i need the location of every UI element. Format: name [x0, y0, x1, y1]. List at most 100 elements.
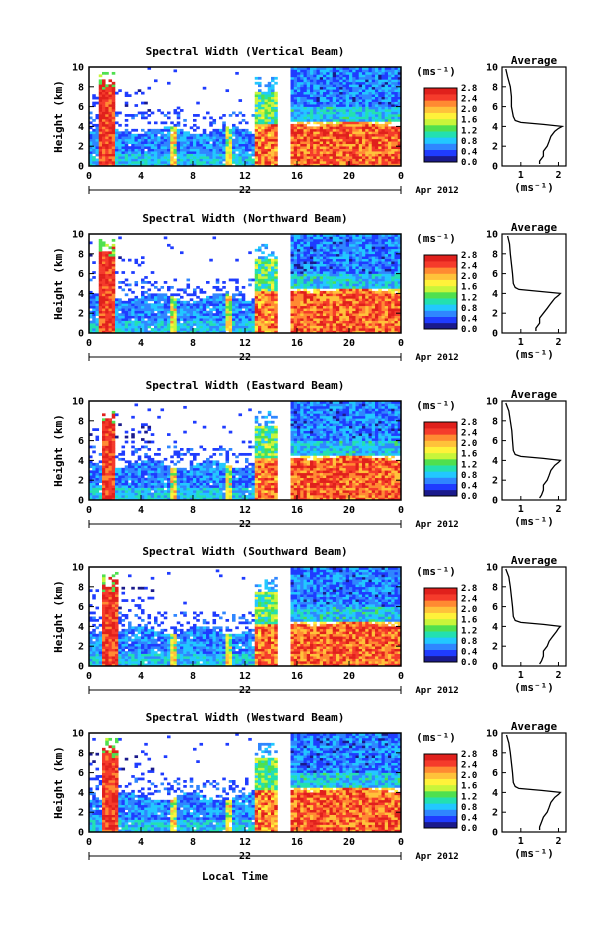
heatmap-cell [271, 106, 275, 110]
heatmap-cell [358, 303, 363, 307]
heatmap-cell [326, 91, 330, 95]
heatmap-cell [219, 328, 223, 331]
heatmap-cell [209, 131, 213, 135]
heatmap-cell [332, 143, 337, 147]
heatmap-cell [258, 293, 262, 297]
heatmap-cell [115, 114, 119, 117]
heatmap-cell [365, 251, 369, 255]
heatmap-cell [313, 86, 317, 90]
heatmap-cell [345, 104, 350, 107]
heatmap-cell [342, 288, 347, 292]
heatmap-cell [381, 118, 386, 122]
heatmap-cell [329, 116, 334, 120]
heatmap-cell [258, 263, 262, 267]
heatmap-cell [290, 268, 295, 272]
heatmap-cell [293, 111, 298, 115]
heatmap-cell [381, 96, 386, 100]
heatmap-cell [95, 151, 100, 154]
heatmap-cell [121, 325, 126, 329]
heatmap-cell [349, 118, 353, 122]
heatmap-cell [319, 74, 324, 78]
heatmap-cell [241, 118, 246, 122]
heatmap-cell [267, 141, 272, 145]
heatmap-cell [264, 288, 269, 292]
heatmap-cell [368, 293, 373, 297]
heatmap-cell [378, 328, 382, 331]
heatmap-cell [310, 89, 314, 93]
heatmap-cell [345, 146, 350, 149]
heatmap-cell [329, 308, 334, 312]
heatmap-cell [384, 99, 389, 102]
heatmap-cell [251, 325, 256, 329]
heatmap-cell [202, 298, 207, 302]
heatmap-cell [375, 121, 379, 125]
heatmap-cell [150, 323, 155, 326]
heatmap-cell [303, 84, 308, 88]
heatmap-cell [319, 241, 324, 245]
heatmap-cell [144, 305, 148, 309]
heatmap-cell [345, 74, 350, 78]
heatmap-cell [183, 303, 187, 307]
heatmap-cell [381, 111, 386, 115]
heatmap-cell [352, 84, 356, 88]
heatmap-cell [384, 76, 389, 80]
heatmap-cell [105, 330, 109, 334]
heatmap-cell [209, 320, 213, 324]
heatmap-cell [115, 328, 119, 331]
heatmap-cell [274, 285, 278, 289]
heatmap-cell [306, 246, 311, 250]
heatmap-cell [349, 313, 353, 316]
heatmap-cell [297, 325, 301, 329]
heatmap-cell [267, 131, 272, 135]
heatmap-cell [384, 248, 389, 252]
heatmap-cell [358, 123, 363, 127]
heatmap-cell [206, 313, 210, 316]
heatmap-cell [391, 325, 395, 329]
heatmap-cell [342, 238, 347, 242]
heatmap-cell [202, 313, 207, 316]
heatmap-cell [388, 158, 392, 162]
heatmap-cell [362, 305, 366, 309]
heatmap-cell [134, 148, 139, 152]
heatmap-cell [349, 158, 353, 162]
heatmap-cell [384, 241, 389, 245]
heatmap-cell [306, 86, 311, 90]
heatmap-cell [111, 268, 116, 272]
heatmap-cell [329, 158, 334, 162]
heatmap-cell [108, 126, 113, 130]
heatmap-cell [352, 91, 356, 95]
heatmap-cell [329, 276, 334, 279]
heatmap-cell [154, 156, 158, 159]
colorbar-tick-label: 2.8 [461, 84, 477, 94]
heatmap-cell [98, 283, 103, 287]
heatmap-cell [306, 310, 311, 314]
heatmap-cell [391, 84, 395, 88]
heatmap-cell [381, 305, 386, 309]
heatmap-cell [141, 146, 145, 149]
heatmap-cell [310, 248, 314, 252]
heatmap-cell [248, 318, 252, 321]
heatmap-cell [267, 99, 272, 102]
heatmap-cell [144, 323, 148, 326]
heatmap-cell [215, 318, 220, 321]
heatmap-cell [358, 285, 363, 289]
heatmap-cell [111, 148, 116, 152]
heatmap-cell [124, 318, 129, 321]
heatmap-cell [313, 71, 317, 75]
heatmap-cell [371, 143, 376, 147]
heatmap-cell [176, 310, 181, 314]
heatmap-cell [371, 114, 376, 117]
heatmap-cell [388, 148, 392, 152]
heatmap-cell [199, 141, 204, 145]
heatmap-cell [293, 310, 298, 314]
heatmap-cell [261, 146, 265, 149]
heatmap-cell [316, 161, 321, 164]
heatmap-cell [215, 308, 220, 312]
heatmap-cell [173, 109, 178, 112]
heatmap-cell [339, 323, 343, 326]
heatmap-cell [124, 143, 129, 147]
heatmap-cell [264, 261, 269, 264]
heatmap-cell [300, 128, 304, 132]
heatmap-cell [89, 151, 93, 154]
heatmap-cell [170, 143, 174, 147]
